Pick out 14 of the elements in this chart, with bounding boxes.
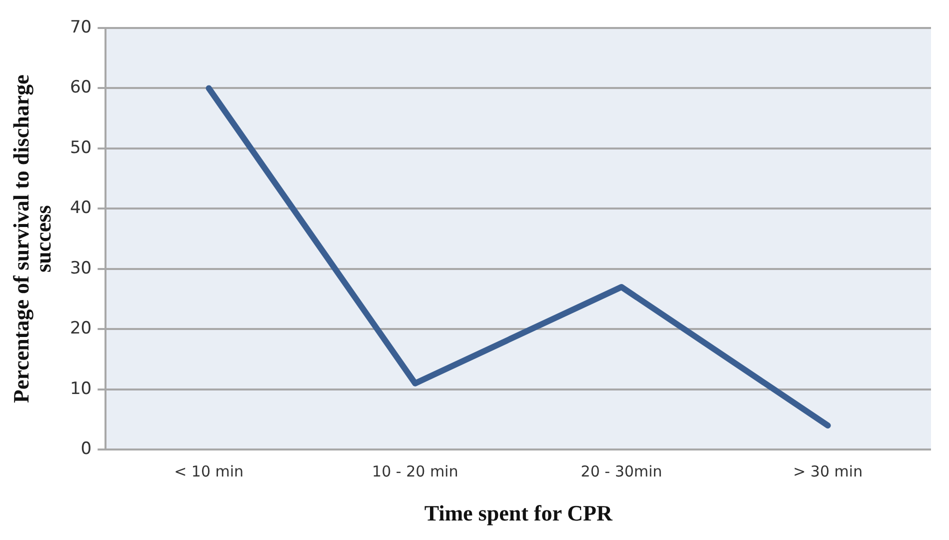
y-axis-title: Percentage of survival to discharge success (8, 74, 56, 403)
y-tick-label: 0 (80, 439, 92, 460)
x-tick-label: < 10 min (174, 462, 244, 480)
y-tick-label: 50 (70, 138, 92, 158)
x-tick-label: > 30 min (793, 462, 863, 480)
y-tick-label: 10 (70, 378, 92, 399)
y-tick-label: 20 (70, 318, 92, 339)
y-tick-label: 30 (70, 258, 92, 278)
x-axis-title: Time spent for CPR (424, 500, 614, 526)
y-tick-label: 70 (70, 17, 92, 38)
y-tick-label: 60 (70, 78, 92, 98)
x-tick-label: 20 - 30min (580, 462, 662, 480)
y-tick-label: 40 (70, 198, 92, 218)
x-tick-label: 10 - 20 min (372, 462, 458, 480)
